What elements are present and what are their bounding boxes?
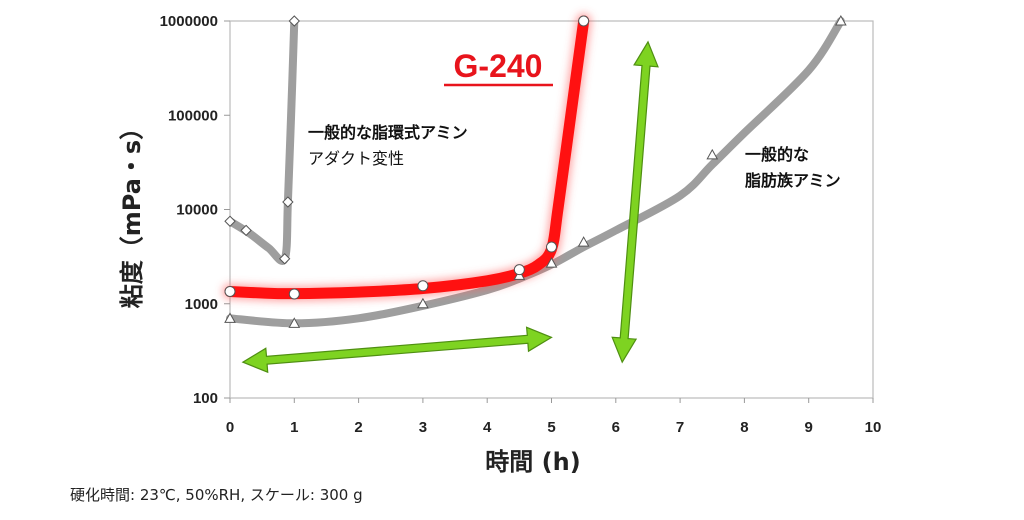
label-aliphatic-line1: 一般的な — [745, 145, 809, 164]
data-point-triangle — [835, 14, 847, 26]
data-point-triangle — [706, 148, 719, 160]
data-point-diamond — [224, 215, 236, 227]
x-tick-label: 2 — [354, 419, 362, 436]
data-point-circle — [578, 15, 590, 27]
data-point-diamond — [240, 224, 252, 237]
x-tick-label: 6 — [612, 419, 620, 436]
data-point-diamond — [278, 253, 291, 265]
x-tick-label: 7 — [676, 419, 684, 436]
x-axis-label: 時間 (h) — [485, 448, 580, 476]
double-arrow — [611, 40, 659, 364]
series-line — [226, 17, 845, 328]
y-tick-label: 100000 — [168, 107, 218, 124]
x-tick-label: 3 — [419, 419, 427, 436]
g240-label: G-240 — [454, 48, 543, 84]
data-point-diamond — [288, 15, 301, 27]
data-point-triangle — [545, 257, 558, 268]
x-tick-label: 0 — [226, 419, 234, 436]
data-point-circle — [513, 264, 525, 276]
footnote: 硬化時間: 23℃, 50%RH, スケール: 300 g — [70, 486, 363, 504]
x-tick-label: 9 — [805, 419, 813, 436]
x-tick-label: 1 — [290, 419, 298, 436]
double-arrow — [241, 326, 553, 374]
x-tick-label: 8 — [740, 419, 748, 436]
x-tick-label: 10 — [865, 419, 882, 436]
viscosity-chart: 100 1000 10000 100000 1000000 0 1 2 3 4 5 6 7 8 9 10 粘… — [118, 13, 882, 476]
x-tick-label: 5 — [547, 419, 555, 436]
label-alicyclic-line2: アダクト変性 — [308, 149, 404, 168]
y-axis-label: 粘度（mPa・s） — [118, 116, 146, 308]
data-point-circle — [288, 288, 300, 300]
data-point-triangle — [288, 317, 301, 328]
y-tick-label: 100 — [193, 390, 218, 407]
data-point-triangle — [224, 312, 236, 323]
data-point-triangle — [417, 297, 429, 309]
data-point-diamond — [282, 196, 294, 208]
label-alicyclic-line1: 一般的な脂環式アミン — [308, 123, 468, 142]
x-tick-label: 4 — [483, 419, 492, 436]
data-point-circle — [546, 241, 557, 253]
y-tick-label: 1000 — [185, 296, 218, 313]
data-point-circle — [417, 280, 429, 292]
data-point-triangle — [577, 236, 590, 247]
y-tick-label: 10000 — [176, 202, 218, 219]
data-point-circle — [224, 285, 236, 297]
y-tick-label: 1000000 — [160, 13, 218, 30]
label-aliphatic-line2: 脂肪族アミン — [745, 171, 841, 190]
